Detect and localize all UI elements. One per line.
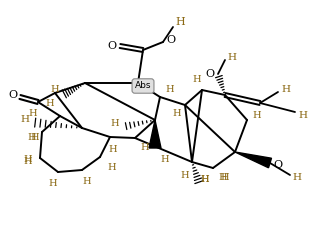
- Polygon shape: [235, 152, 272, 168]
- Text: O: O: [108, 41, 117, 51]
- Text: H: H: [49, 179, 57, 188]
- Text: H: H: [161, 155, 169, 164]
- Text: O: O: [273, 160, 282, 170]
- Text: H: H: [83, 178, 91, 187]
- Text: H: H: [221, 174, 229, 183]
- Text: H: H: [29, 109, 37, 119]
- Text: H: H: [166, 84, 174, 94]
- Text: H: H: [31, 134, 39, 143]
- Text: H: H: [108, 163, 116, 172]
- Text: H: H: [109, 144, 117, 154]
- Text: O: O: [8, 90, 18, 100]
- Text: H: H: [282, 84, 291, 94]
- Text: H: H: [181, 170, 189, 179]
- Text: H: H: [111, 119, 119, 128]
- Text: O: O: [166, 35, 176, 45]
- Text: H: H: [173, 109, 181, 118]
- Text: H: H: [292, 174, 301, 183]
- Text: H: H: [193, 75, 201, 84]
- Text: H: H: [28, 133, 36, 142]
- Polygon shape: [149, 120, 161, 148]
- Text: H: H: [253, 110, 261, 119]
- Text: Abs: Abs: [135, 81, 151, 90]
- Text: H: H: [51, 85, 59, 94]
- Text: H: H: [201, 175, 209, 184]
- Text: H: H: [141, 144, 149, 153]
- Text: H: H: [299, 110, 308, 119]
- Text: O: O: [205, 69, 214, 79]
- Text: H: H: [24, 155, 32, 164]
- Text: H: H: [21, 115, 30, 124]
- Text: H: H: [228, 53, 237, 61]
- Text: H: H: [175, 17, 185, 27]
- Text: H: H: [219, 174, 227, 183]
- Text: H: H: [201, 175, 209, 184]
- Text: H: H: [46, 99, 54, 108]
- Text: H: H: [24, 158, 32, 167]
